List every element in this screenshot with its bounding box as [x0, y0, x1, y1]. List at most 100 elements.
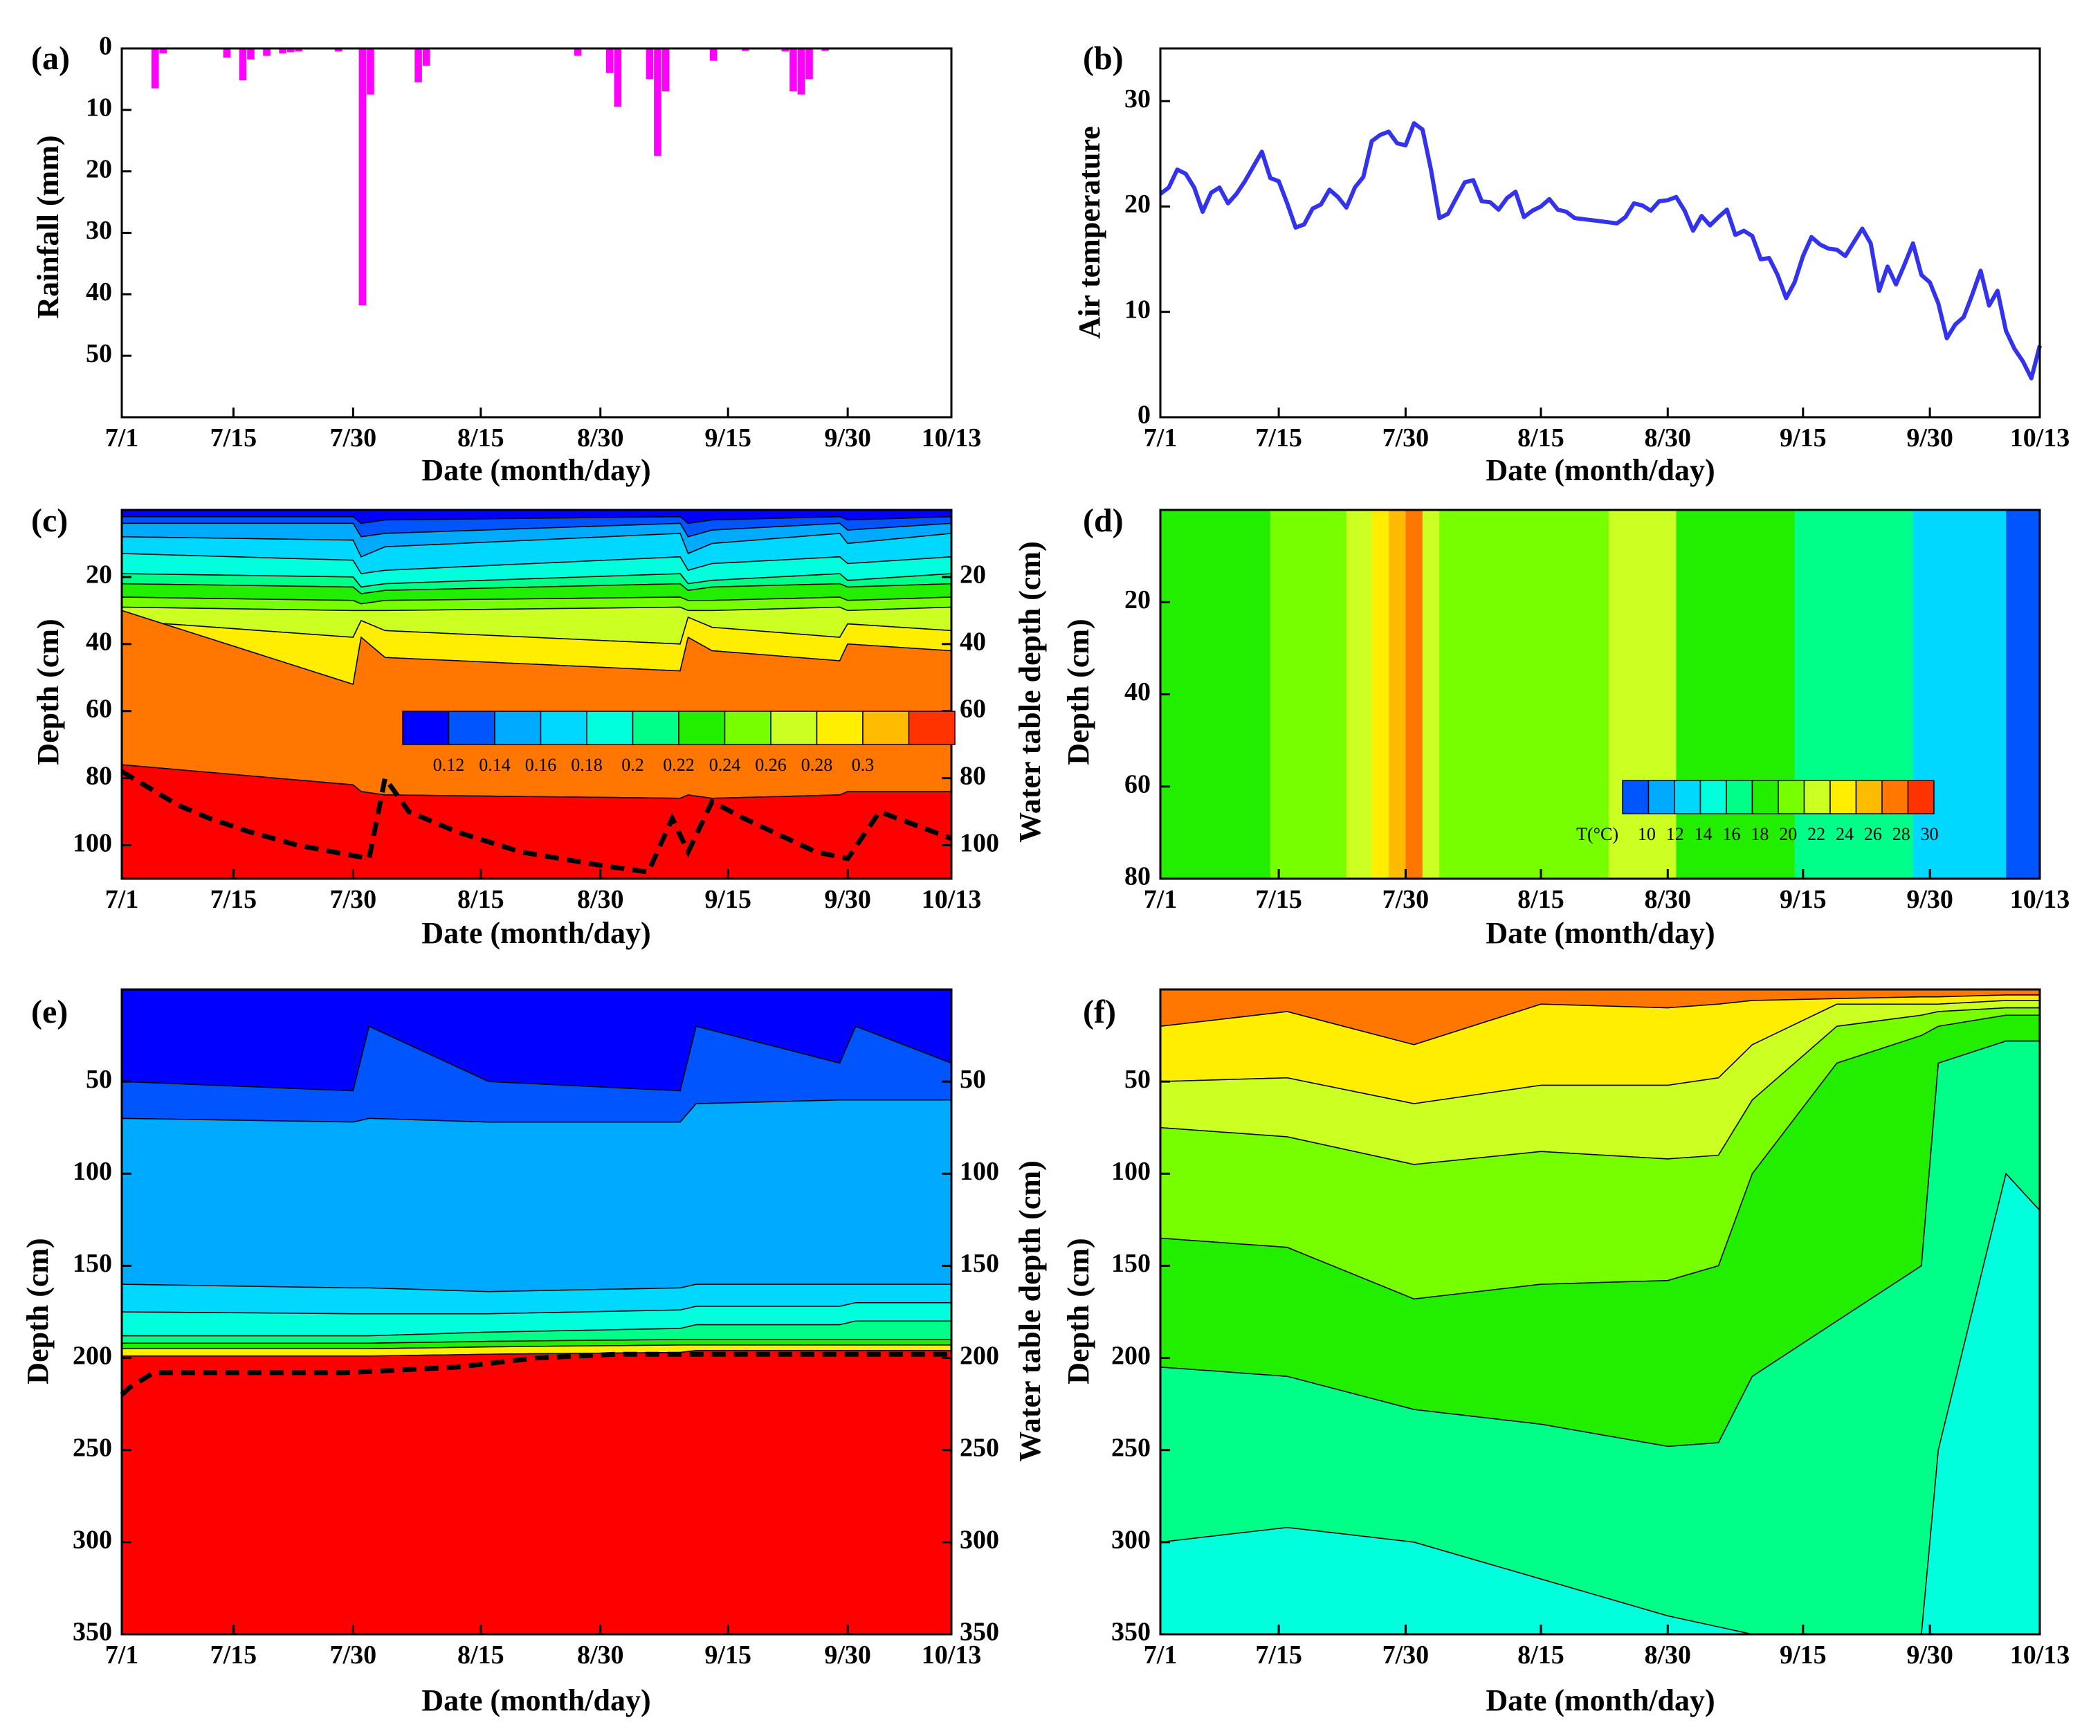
y-tick-label: 60: [1124, 769, 1151, 798]
y-tick-label: 10: [1124, 295, 1151, 324]
colorbar-swatch: [402, 711, 450, 745]
temperature-band: [1405, 510, 1423, 879]
colorbar-label: 30: [1921, 824, 1939, 844]
panel-e-ylabel-right: Water table depth (cm): [1013, 1160, 1047, 1461]
y-tick-label: 100: [73, 828, 112, 857]
colorbar-swatch: [1699, 780, 1727, 814]
x-tick-label: 10/13: [922, 1641, 982, 1670]
x-tick-label: 7/15: [1255, 885, 1302, 914]
temperature-band: [1270, 510, 1347, 879]
rain-bar: [789, 48, 797, 92]
panel-d-xlabel: Date (month/day): [1486, 916, 1715, 950]
x-tick-label: 7/1: [105, 885, 139, 914]
panel-b-xlabel: Date (month/day): [1486, 453, 1715, 487]
temperature-band: [1912, 510, 2007, 879]
colorbar-swatch: [632, 711, 679, 745]
y-tick-label: 300: [73, 1526, 112, 1555]
panel-e-xlabel: Date (month/day): [421, 1683, 650, 1717]
y-tick-label: 20: [86, 154, 112, 183]
x-tick-label: 8/30: [1644, 1641, 1691, 1670]
y-tick-right-label: 350: [960, 1618, 999, 1647]
contour-band: [122, 1350, 951, 1634]
panel-c-label: (c): [31, 502, 68, 539]
y-tick-label: 50: [86, 1065, 112, 1094]
x-tick-label: 7/30: [330, 1641, 377, 1670]
rain-bar: [151, 48, 159, 89]
rain-bar: [821, 48, 829, 51]
colorbar-swatch: [1778, 780, 1805, 814]
x-tick-label: 8/30: [577, 423, 624, 453]
panel-b-plot: 7/1 7/15 7/30 8/15 8/30 9/15 9/30 10/13 0 10 20 30: [1124, 47, 2070, 453]
water-table-line: [120, 769, 953, 875]
x-tick-label: 7/15: [210, 423, 257, 453]
panel-c-ylabel: Depth (cm): [31, 619, 65, 765]
y-tick-right-label: 80: [960, 761, 986, 790]
panel-f-ylabel: Depth (cm): [1061, 1238, 1095, 1384]
y-tick-label: 20: [1124, 585, 1151, 614]
temperature-band: [2006, 510, 2040, 879]
colorbar-label: 0.26: [755, 755, 787, 775]
y-tick-label: 150: [73, 1249, 112, 1278]
panel-a-plot: 7/1 7/15 7/30 8/15 8/30 9/15 9/30 10/13 0 10 20 30 4…: [86, 32, 981, 453]
x-tick-label: 10/13: [922, 885, 982, 914]
y-tick-right-label: 40: [960, 628, 986, 657]
x-tick-label: 10/13: [922, 423, 982, 453]
x-tick-label: 8/30: [577, 1641, 624, 1670]
colorbar-label: 26: [1864, 824, 1882, 844]
rain-bar: [661, 48, 670, 92]
x-tick-label: 7/30: [1382, 1641, 1430, 1670]
x-tick-label: 8/15: [457, 885, 504, 914]
colorbar-swatch: [862, 711, 910, 745]
rain-bar: [605, 48, 614, 73]
x-tick-label: 8/30: [1644, 423, 1691, 453]
colorbar-swatch: [1829, 780, 1857, 814]
y-tick-label: 50: [1124, 1065, 1151, 1094]
x-tick-label: 8/15: [1517, 1641, 1564, 1670]
y-tick-label: 40: [86, 628, 112, 657]
temperature-band: [1608, 510, 1677, 879]
colorbar-label: 24: [1836, 824, 1854, 844]
x-tick-label: 9/15: [704, 423, 751, 453]
colorbar-swatch: [1726, 780, 1753, 814]
panel-f: (f) Depth (cm) Date (month/day) 7/1 7/15 7…: [1061, 988, 2070, 1717]
y-tick-right-label: 150: [960, 1249, 999, 1278]
rain-bar: [279, 48, 286, 54]
plot-frame: [1159, 988, 2041, 1636]
rain-bar: [781, 48, 789, 52]
colorbar-label: 12: [1666, 824, 1684, 844]
y-tick-right-label: 250: [960, 1433, 999, 1462]
x-tick-label: 7/1: [105, 423, 139, 453]
panel-c-ylabel-right: Water table depth (cm): [1013, 541, 1047, 842]
colorbar-swatch: [1803, 780, 1831, 814]
panel-f-label: (f): [1083, 994, 1116, 1030]
rain-bar: [223, 48, 231, 58]
y-tick-label: 200: [1111, 1341, 1151, 1370]
y-tick-label: 30: [1124, 84, 1151, 113]
x-tick-label: 8/30: [1644, 885, 1691, 914]
colorbar-label: 0.16: [525, 755, 557, 775]
colorbar-label: 0.14: [479, 755, 511, 775]
colorbar-swatch: [678, 711, 726, 745]
temperature-band: [1439, 510, 1609, 879]
x-tick-label: 7/1: [1144, 423, 1178, 453]
colorbar-swatch: [1622, 780, 1650, 814]
rain-bar: [358, 48, 367, 306]
x-tick-label: 7/15: [1255, 423, 1302, 453]
colorbar-label: 0.22: [663, 755, 695, 775]
y-tick-label: 50: [86, 339, 112, 368]
colorbar-label: 28: [1892, 824, 1910, 844]
panel-c: (c) Depth (cm) Water table depth (cm) Da…: [31, 502, 1047, 950]
y-tick-label: 150: [1111, 1249, 1151, 1278]
x-tick-label: 9/30: [1906, 885, 1953, 914]
colorbar-swatch: [816, 711, 864, 745]
temperature-band: [1388, 510, 1406, 879]
colorbar-swatch: [1907, 780, 1935, 814]
colorbar-label: 22: [1807, 824, 1825, 844]
temperature-band: [1422, 510, 1440, 879]
x-tick-label: 7/30: [1382, 423, 1430, 453]
x-tick-label: 8/30: [577, 885, 624, 914]
colorbar-label: 0.24: [709, 755, 741, 775]
rain-bar: [797, 48, 805, 95]
x-tick-label: 8/15: [1517, 423, 1564, 453]
